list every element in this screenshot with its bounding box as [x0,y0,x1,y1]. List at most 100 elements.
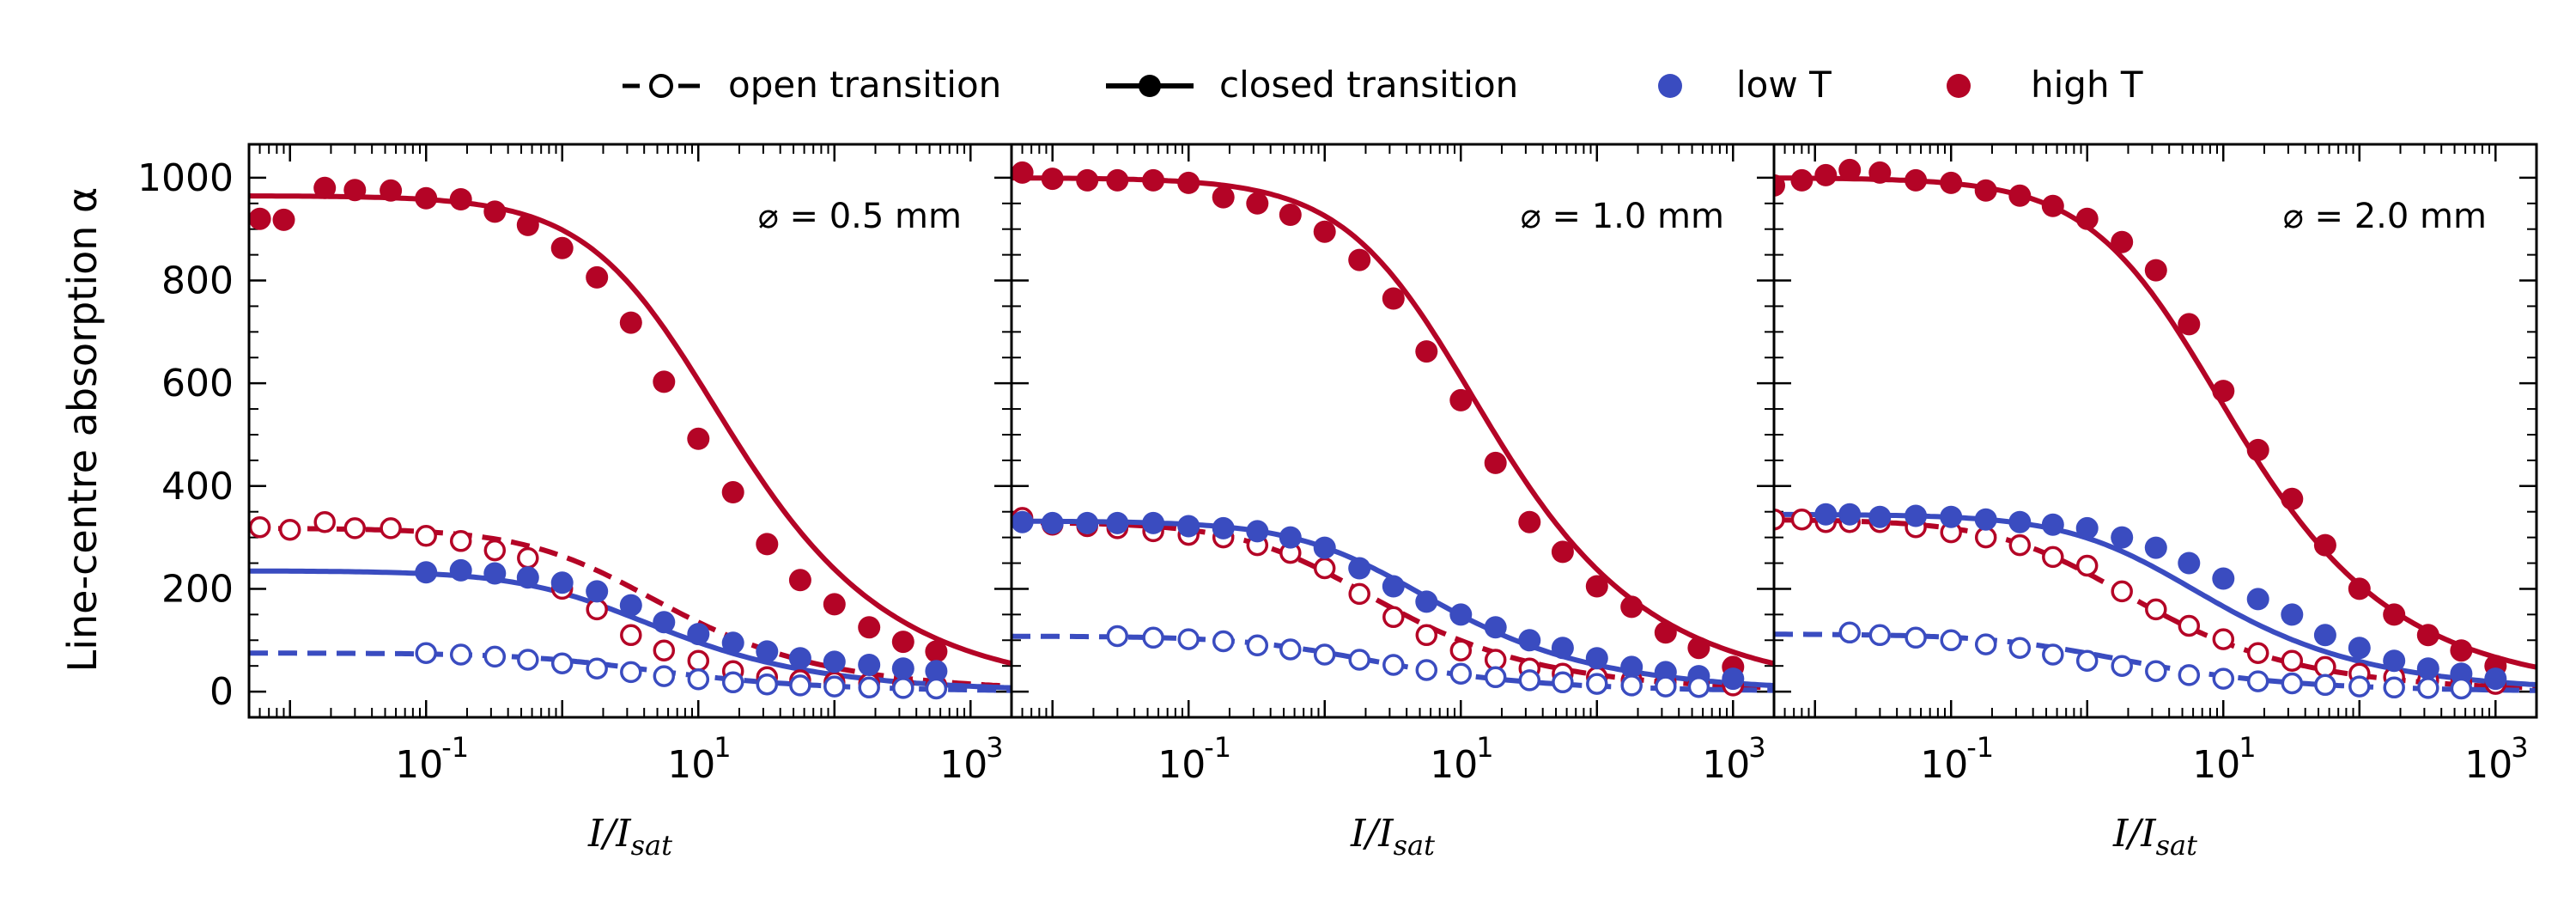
high-closed-point [516,213,539,236]
axis-ticks [1011,144,1775,717]
high-closed-point [2041,194,2064,217]
low-closed-point [1246,520,1269,543]
x-tick-label: 10 [667,743,715,787]
high-open-point [343,517,367,539]
low-closed-point [2416,657,2439,680]
low-closed-point [653,611,676,634]
low-open-point [2281,672,2304,695]
low-open-point [858,676,880,699]
high-closed-fit-line [249,193,1012,667]
high-closed-point [1905,168,1928,192]
low-closed-point [1212,516,1235,539]
low-open-point [2314,673,2336,697]
x-tick-label-exponent: 3 [986,731,1003,764]
high-closed-point [1814,163,1838,186]
high-open-point [620,624,642,647]
high-open-point [415,525,437,547]
high-closed-point [1177,171,1200,194]
high-closed-point [1279,204,1302,226]
low-open-point [483,645,507,668]
low-open-point [586,657,608,680]
low-closed-point [788,647,811,670]
axis-ticks [248,144,1012,717]
low-closed-point [1722,667,1745,691]
low-closed-point [1177,515,1200,538]
high-closed-point [1868,161,1892,184]
low-open-point [1518,669,1541,692]
x-tick-label-exponent: -1 [441,731,469,764]
high-open-fit-line [1774,517,2537,691]
x-tick-label: 10 [2464,743,2512,787]
high-open-point [380,517,402,539]
low-open-point [1868,624,1892,647]
low-closed-point [1868,505,1892,528]
low-closed-point [1041,511,1064,534]
low-open-point [620,661,642,684]
low-open-point [517,649,539,671]
low-open-point [1348,649,1370,671]
high-closed-point [1246,192,1269,215]
x-axis-label: I/Isat [2112,812,2197,862]
x-tick-label-exponent: -1 [1204,731,1231,764]
low-open-point [721,671,744,694]
high-closed-point [380,179,403,202]
low-open-point [449,643,472,666]
diameter-annotation: ⌀ = 0.5 mm [758,197,962,236]
high-closed-point [449,188,472,210]
low-closed-point [415,561,438,584]
x-tick-label: 10 [1157,743,1206,787]
high-closed-point [1551,540,1574,564]
legend-high-t: high T [1947,64,2143,106]
low-closed-point [1415,590,1438,613]
legend-open-marker [649,74,673,98]
high-closed-point [1212,186,1235,209]
low-open-point [1838,621,1861,644]
low-open-point [415,642,437,664]
high-closed-point [1585,575,1608,598]
low-open-point [1940,629,1962,652]
high-closed-point [1654,621,1677,644]
low-open-point [1106,625,1129,648]
high-closed-point [2178,313,2201,336]
low-closed-point [2144,536,2167,559]
high-open-point [2281,649,2304,672]
high-closed-point [1838,158,1862,181]
low-closed-point [1106,511,1129,534]
high-closed-point [756,533,779,556]
low-closed-point [1012,510,1034,533]
x-axis-label: I/Isat [587,812,672,862]
low-closed-point [516,566,539,589]
low-closed-point [2246,588,2269,611]
high-closed-point [1012,161,1034,184]
high-closed-point [1348,248,1371,271]
high-open-point [653,639,676,661]
x-tick-label: 10 [1702,743,1750,787]
high-closed-point [2416,624,2439,647]
low-closed-point [2075,516,2099,539]
low-open-point [1313,643,1336,666]
low-closed-point [1551,637,1574,660]
high-closed-point [1774,174,1785,197]
x-tick-label: 10 [1920,743,1968,787]
high-closed-point [1313,220,1336,243]
legend: open transition closed transition low T … [623,64,2143,106]
high-closed-point [858,616,881,639]
low-closed-point [1382,575,1405,598]
high-closed-point [2111,230,2134,253]
legend-high-marker [1947,74,1971,98]
high-closed-point [1076,168,1099,192]
high-closed-point [1106,168,1129,192]
low-closed-point [2111,526,2134,549]
high-closed-point [1382,287,1405,310]
low-open-point [1586,673,1608,695]
x-tick-label-exponent: 3 [2511,731,2528,764]
high-closed-point [1142,168,1165,192]
high-closed-point [1620,595,1643,619]
x-tick-label-exponent: 3 [1748,731,1765,764]
low-closed-point [756,640,779,663]
low-open-point [823,675,846,698]
high-open-point [2111,580,2133,603]
low-closed-point [2348,637,2371,660]
low-closed-point [2281,603,2304,626]
x-tick-label-exponent: 1 [714,731,731,764]
